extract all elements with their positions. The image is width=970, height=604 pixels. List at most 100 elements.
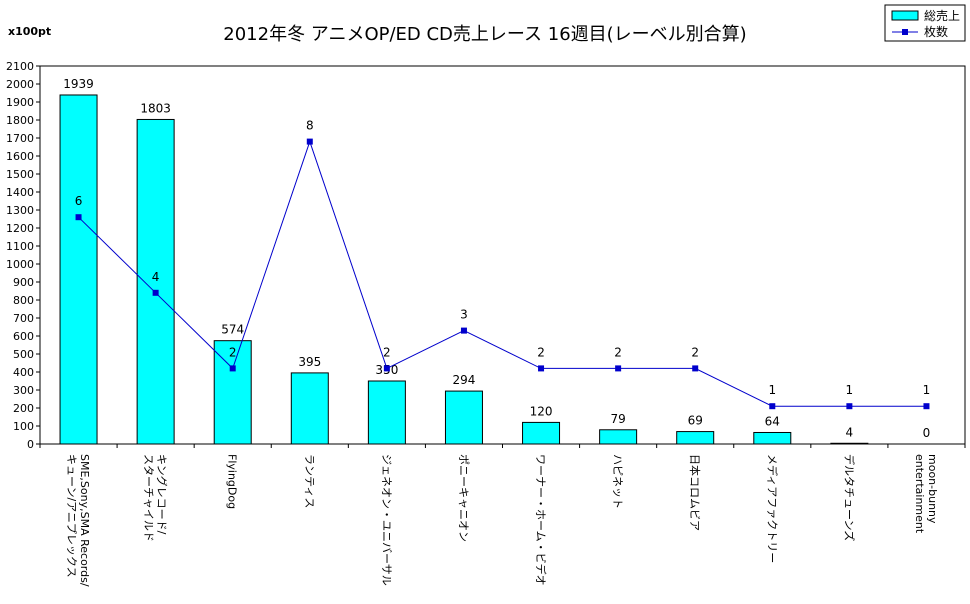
line-marker <box>75 214 82 221</box>
category-label: moon-bunnyentertainment <box>913 454 939 534</box>
line-value-label: 8 <box>306 119 314 133</box>
y-tick-label: 1400 <box>6 186 34 199</box>
category-label-line: スターチャイルド <box>142 454 155 542</box>
category-label: SME,Sony,SMA Records/キューン/アニプレックス <box>65 454 91 587</box>
bar <box>676 431 715 445</box>
bar <box>136 118 175 445</box>
y-tick-label: 2000 <box>6 78 34 91</box>
y-tick-label: 1000 <box>6 258 34 271</box>
line-value-label: 1 <box>846 383 854 397</box>
y-tick-label: 1700 <box>6 132 34 145</box>
line-marker <box>460 327 467 334</box>
y-tick-label: 1100 <box>6 240 34 253</box>
bar-value-label: 1939 <box>63 77 94 91</box>
y-tick-label: 1500 <box>6 168 34 181</box>
y-tick-label: 1900 <box>6 96 34 109</box>
line-value-label: 1 <box>768 383 776 397</box>
category-label-line: entertainment <box>913 454 926 534</box>
chart-title: 2012年冬 アニメOP/ED CD売上レース 16週目(レーベル別合算) <box>223 24 746 45</box>
plot-frame <box>39 65 966 445</box>
y-tick-label: 1200 <box>6 222 34 235</box>
line-value-label: 1 <box>923 383 931 397</box>
category-label-line: SME,Sony,SMA Records/ <box>78 454 91 587</box>
y-tick-label: 500 <box>13 348 34 361</box>
category-label-line: ランティス <box>303 454 316 508</box>
bar <box>367 380 406 445</box>
y-tick-label: 1800 <box>6 114 34 127</box>
plot-area: 0100200300400500600700800900100011001200… <box>6 60 966 587</box>
y-tick-label: 900 <box>13 276 34 289</box>
legend-bar-label: 総売上 <box>924 8 960 23</box>
line-value-label: 2 <box>537 345 545 359</box>
category-label: ハピネット <box>611 454 624 509</box>
bar-value-label: 1803 <box>140 101 171 115</box>
bar-value-label: 574 <box>221 323 244 337</box>
category-label: ポニーキャニオン <box>457 454 470 542</box>
line-series <box>78 140 927 407</box>
category-label-line: moon-bunny <box>926 454 939 524</box>
bar <box>753 431 792 445</box>
line-marker <box>152 289 159 296</box>
category-label: ワーナー・ホーム・ビデオ <box>534 454 548 586</box>
legend-bar-swatch <box>891 10 919 21</box>
bar <box>522 421 561 445</box>
line-value-label: 2 <box>614 345 622 359</box>
category-label: ランティス <box>303 454 316 508</box>
category-label-line: ポニーキャニオン <box>457 454 470 542</box>
category-label-line: キングレコード/ <box>155 454 169 535</box>
y-tick-label: 0 <box>27 438 34 451</box>
bar-value-label: 79 <box>610 412 625 426</box>
y-tick-label: 200 <box>13 402 34 415</box>
bar <box>59 94 98 445</box>
category-label: 日本コロムビア <box>688 454 702 531</box>
bar <box>444 390 483 445</box>
legend-line-marker <box>902 29 908 35</box>
line-marker <box>923 403 930 410</box>
bar-value-label: 4 <box>846 425 854 439</box>
legend-line-label: 枚数 <box>924 24 948 39</box>
category-label-line: ワーナー・ホーム・ビデオ <box>534 454 548 586</box>
bar-value-label: 0 <box>923 426 931 440</box>
category-label-line: ジェネオン・ユニバーサル <box>380 454 393 586</box>
legend: 総売上 枚数 <box>884 4 966 42</box>
line-marker <box>692 365 699 372</box>
bar-value-label: 64 <box>765 414 780 428</box>
bar-value-label: 120 <box>530 404 553 418</box>
category-label: FlyingDog <box>226 454 239 509</box>
category-label: ジェネオン・ユニバーサル <box>380 454 393 586</box>
category-label-line: キューン/アニプレックス <box>65 454 78 578</box>
y-tick-label: 800 <box>13 294 34 307</box>
category-label-line: ハピネット <box>611 454 624 509</box>
y-tick-label: 700 <box>13 312 34 325</box>
line-marker <box>846 403 853 410</box>
line-marker <box>615 365 622 372</box>
line-value-label: 3 <box>460 308 468 322</box>
category-label-line: 日本コロムビア <box>688 454 702 531</box>
line-value-label: 2 <box>691 345 699 359</box>
line-marker <box>769 403 776 410</box>
line-marker <box>538 365 545 372</box>
y-tick-label: 1600 <box>6 150 34 163</box>
line-marker <box>383 365 390 372</box>
bar <box>599 429 638 445</box>
y-tick-label: 600 <box>13 330 34 343</box>
line-value-label: 2 <box>229 345 237 359</box>
y-tick-label: 2100 <box>6 60 34 73</box>
y-tick-label: 300 <box>13 384 34 397</box>
y-tick-label: 400 <box>13 366 34 379</box>
line-value-label: 2 <box>383 345 391 359</box>
bar-value-label: 69 <box>688 414 703 428</box>
line-value-label: 6 <box>75 194 83 208</box>
category-label: メディアファクトリー <box>765 454 779 563</box>
y-tick-label: 1300 <box>6 204 34 217</box>
bar <box>213 340 252 445</box>
y-tick-label: 100 <box>13 420 34 433</box>
line-marker <box>306 138 313 145</box>
category-label-line: FlyingDog <box>226 454 239 509</box>
line-value-label: 4 <box>152 270 160 284</box>
bar-value-label: 395 <box>298 355 321 369</box>
bar <box>290 372 329 445</box>
bar <box>830 442 869 445</box>
y-axis-unit-label: x100pt <box>8 25 51 38</box>
